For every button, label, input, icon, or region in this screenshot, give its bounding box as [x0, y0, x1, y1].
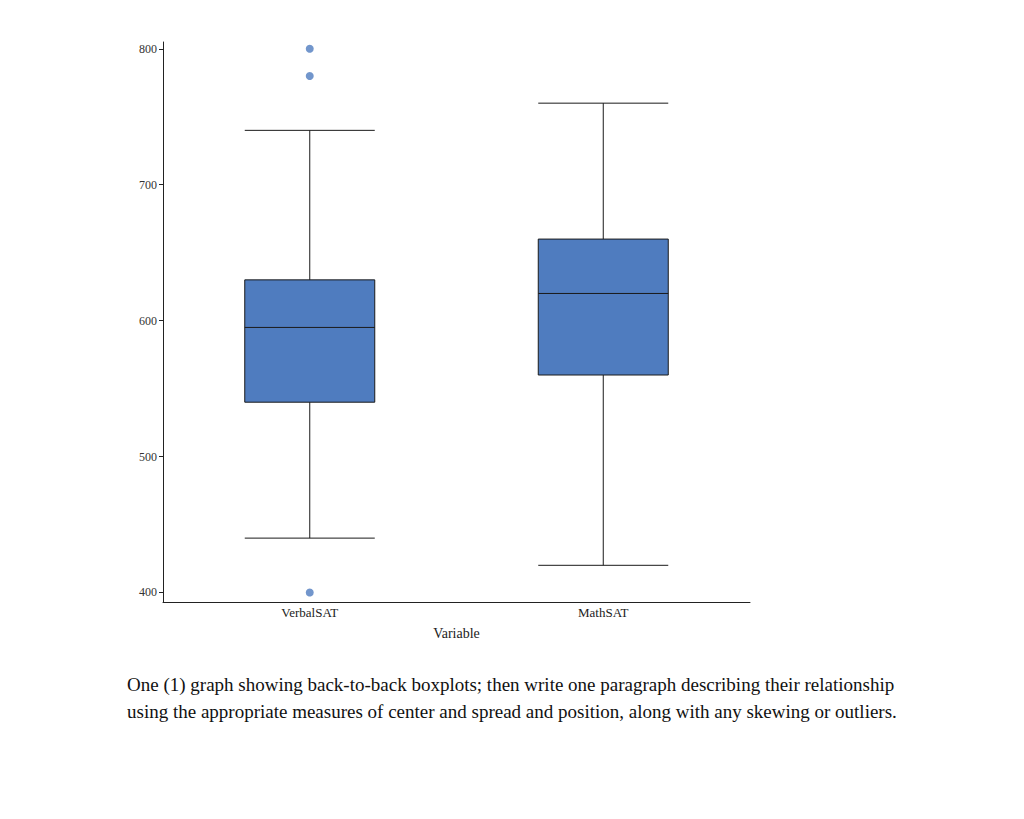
- svg-text:Variable: Variable: [433, 626, 480, 641]
- svg-text:VerbalSAT: VerbalSAT: [281, 605, 338, 620]
- svg-text:600: 600: [139, 314, 157, 328]
- html-text:One (1) graph showing back-to-: One (1) graph showing back-to-back boxpl…: [127, 674, 897, 722]
- svg-text:800: 800: [139, 42, 157, 56]
- svg-text:400: 400: [139, 585, 157, 599]
- svg-text:MathSAT: MathSAT: [578, 605, 629, 620]
- svg-text:700: 700: [139, 178, 157, 192]
- svg-text:500: 500: [139, 450, 157, 464]
